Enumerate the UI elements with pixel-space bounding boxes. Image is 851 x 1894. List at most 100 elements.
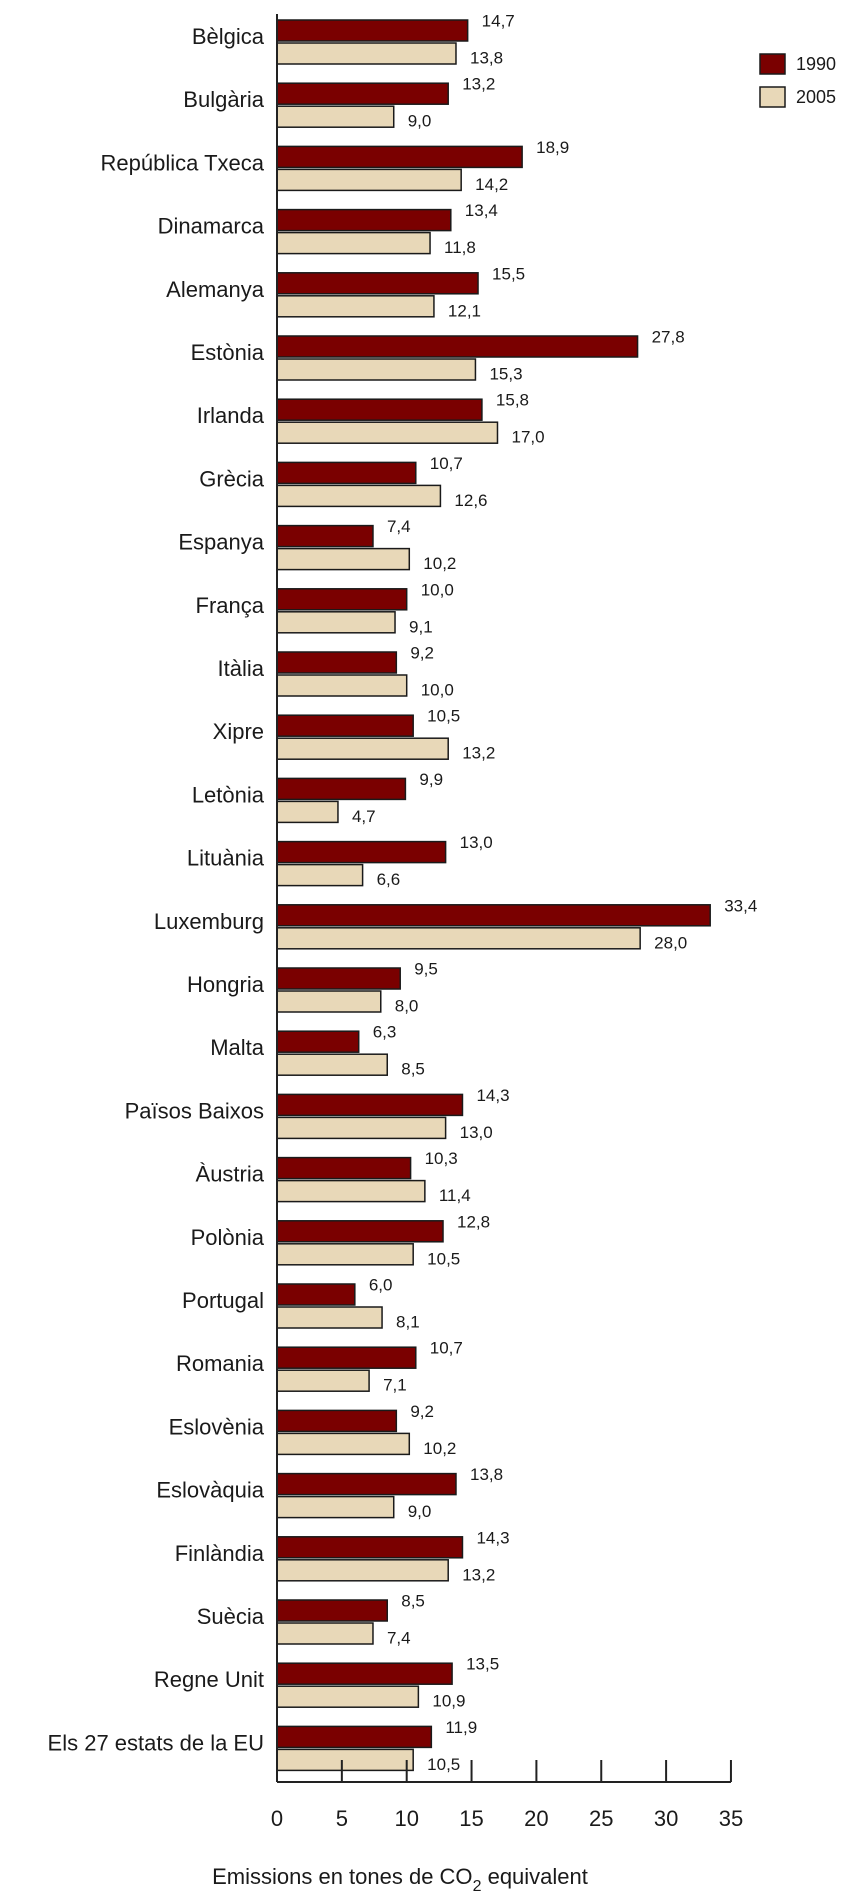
value-label-1990: 15,5 [492, 264, 525, 283]
value-label-1990: 10,7 [430, 454, 463, 473]
category-label: Regne Unit [154, 1667, 264, 1692]
bar-1990 [276, 335, 639, 358]
category-label: Finlàndia [175, 1541, 265, 1566]
value-label-1990: 13,2 [462, 75, 495, 94]
value-label-2005: 6,6 [377, 870, 401, 889]
x-axis-title-subscript: 2 [473, 1878, 482, 1894]
value-label-1990: 9,9 [419, 770, 443, 789]
bar-1990 [276, 1346, 417, 1369]
value-label-2005: 10,2 [423, 1439, 456, 1458]
value-label-1990: 8,5 [401, 1592, 425, 1611]
category-label: Romania [176, 1351, 265, 1376]
category-label: Els 27 estats de la EU [48, 1730, 264, 1755]
value-label-1990: 10,5 [427, 707, 460, 726]
x-tick-label: 10 [394, 1806, 418, 1831]
value-label-2005: 14,2 [475, 175, 508, 194]
x-axis-ticks: 0 5 10 15 20 25 30 35 [271, 1760, 743, 1831]
bar-1990 [276, 461, 417, 485]
value-label-1990: 27,8 [652, 328, 685, 347]
value-label-2005: 10,5 [427, 1249, 460, 1268]
bar-1990 [276, 967, 401, 990]
bar-1990 [276, 272, 479, 295]
bar-1990 [276, 145, 523, 169]
x-tick-label: 0 [271, 1806, 283, 1831]
value-label-2005: 7,4 [387, 1629, 411, 1648]
bar-1990 [276, 82, 449, 105]
bar-2005 [276, 105, 395, 128]
category-label: Itàlia [218, 656, 265, 681]
category-label: Malta [210, 1035, 265, 1060]
value-label-1990: 13,0 [460, 833, 493, 852]
bar-2005 [276, 1116, 447, 1140]
category-label: Letònia [192, 782, 265, 807]
bar-1990 [276, 1156, 412, 1180]
category-label: Eslovènia [169, 1414, 265, 1439]
bar-1990 [276, 840, 447, 864]
category-labels: Bèlgica Bulgària República Txeca Dinamarca A… [48, 24, 265, 1755]
value-label-2005: 10,2 [423, 554, 456, 573]
x-tick-label: 20 [524, 1806, 548, 1831]
category-label: Alemanya [166, 277, 265, 302]
value-label-1990: 18,9 [536, 138, 569, 157]
bar-1990 [276, 904, 711, 927]
value-label-1990: 9,2 [410, 644, 434, 663]
value-label-2005: 7,1 [383, 1376, 407, 1395]
category-label: França [196, 593, 265, 618]
bar-2005 [276, 42, 457, 65]
value-label-1990: 14,7 [482, 12, 515, 31]
bar-1990 [276, 208, 452, 232]
bar-1990 [276, 1220, 444, 1243]
value-label-2005: 12,1 [448, 301, 481, 320]
bar-2005 [276, 1243, 414, 1266]
bar-1990 [276, 1536, 464, 1559]
value-label-2005: 17,0 [511, 428, 544, 447]
value-label-2005: 11,8 [444, 238, 476, 257]
value-label-1990: 33,4 [724, 896, 757, 915]
bar-2005 [276, 800, 339, 824]
bar-1990 [276, 1472, 457, 1496]
value-label-1990: 9,5 [414, 960, 438, 979]
bar-1990 [276, 651, 398, 674]
value-label-2005: 12,6 [454, 491, 487, 510]
value-label-1990: 13,8 [470, 1465, 503, 1484]
legend-label-1990: 1990 [796, 54, 836, 74]
x-tick-label: 15 [459, 1806, 483, 1831]
value-label-1990: 13,5 [466, 1655, 499, 1674]
bar-2005 [276, 990, 382, 1013]
bar-2005 [276, 1559, 449, 1582]
x-axis-title: Emissions en tones de CO2 equivalent [212, 1864, 588, 1894]
category-label: Eslovàquia [156, 1478, 264, 1503]
value-label-2005: 10,9 [432, 1692, 465, 1711]
value-label-2005: 4,7 [352, 807, 376, 826]
bar-2005 [276, 358, 477, 381]
category-label: Àustria [196, 1162, 265, 1187]
value-label-1990: 14,3 [476, 1528, 509, 1547]
value-label-2005: 8,1 [396, 1313, 420, 1332]
bar-2005 [276, 611, 396, 634]
bar-1990 [276, 1093, 464, 1117]
bar-1990 [276, 588, 408, 611]
bar-2005 [276, 1306, 383, 1329]
value-label-1990: 12,8 [457, 1212, 490, 1231]
bar-2005 [276, 547, 411, 571]
x-tick-label: 35 [719, 1806, 743, 1831]
value-label-1990: 15,8 [496, 391, 529, 410]
x-axis-title-main: Emissions en tones de CO [212, 1864, 472, 1889]
legend-swatch-1990 [759, 53, 786, 75]
bar-1990 [276, 777, 407, 801]
category-label: Països Baixos [125, 1098, 264, 1123]
bar-1990 [276, 1725, 433, 1749]
bar-2005 [276, 927, 641, 950]
x-axis-title-end: equivalent [481, 1864, 587, 1889]
value-label-1990: 14,3 [476, 1086, 509, 1105]
value-label-1990: 7,4 [387, 517, 411, 536]
category-label: Suècia [197, 1604, 265, 1629]
bar-2005 [276, 484, 442, 508]
bar-2005 [276, 295, 435, 318]
category-label: Xipre [213, 719, 264, 744]
bar-2005 [276, 421, 499, 444]
x-tick-label: 5 [336, 1806, 348, 1831]
value-label-2005: 13,8 [470, 49, 503, 68]
bar-2005 [276, 1495, 395, 1519]
